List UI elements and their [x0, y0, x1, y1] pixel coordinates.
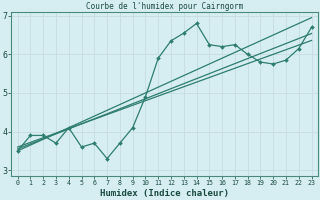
- Title: Courbe de l'humidex pour Cairngorm: Courbe de l'humidex pour Cairngorm: [86, 2, 243, 11]
- X-axis label: Humidex (Indice chaleur): Humidex (Indice chaleur): [100, 189, 229, 198]
